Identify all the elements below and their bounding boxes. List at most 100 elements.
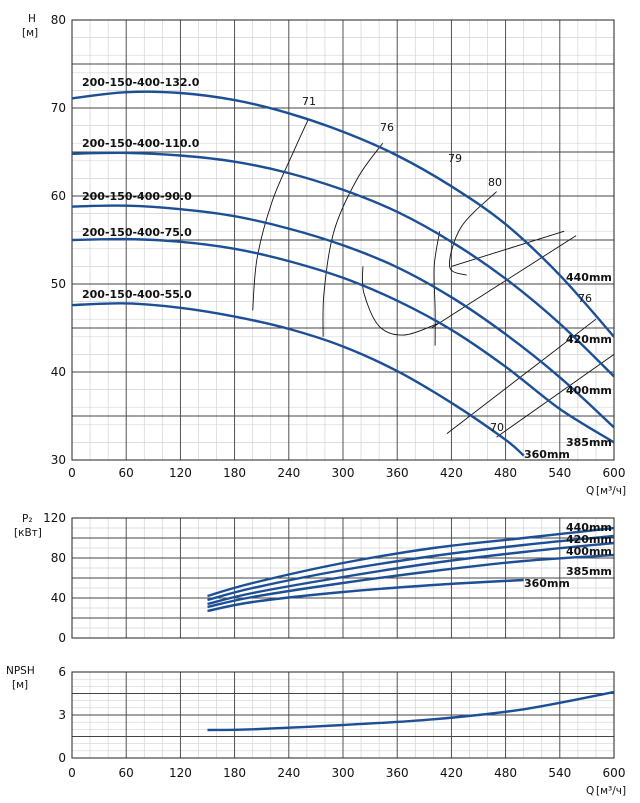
curve-440mm (207, 526, 615, 598)
x-tick-label: 480 (494, 766, 517, 780)
x-tick-label: 120 (169, 466, 192, 480)
efficiency-label-80: 80 (488, 176, 502, 189)
x-tick-label: 420 (440, 466, 463, 480)
curve-200-150-400-75-0 (71, 237, 615, 444)
efficiency-contour-80 (449, 191, 497, 276)
head-panel: H [м] Q [м³/ч] 30 40 50 60 70 80 0 60 120 180 240… (22, 13, 626, 497)
y-tick-label: 40 (51, 365, 66, 379)
curve-200-150-400-90-0 (71, 204, 615, 429)
npsh-y-ticks: 0 3 6 (58, 665, 66, 765)
x-tick-label: 360 (386, 466, 409, 480)
curve-420mm (207, 534, 615, 602)
x-tick-label: 180 (223, 766, 246, 780)
efficiency-contour-segment (446, 318, 597, 434)
efficiency-contour-79 (361, 266, 439, 336)
x-tick-label: 600 (603, 466, 626, 480)
efficiency-label-71: 71 (302, 95, 316, 108)
head-y-ticks: 30 40 50 60 70 80 (51, 13, 66, 467)
y-tick-label: 30 (51, 453, 66, 467)
x-tick-label: 240 (277, 766, 300, 780)
x-tick-label: 180 (223, 466, 246, 480)
npsh-ylabel: NPSH (6, 665, 35, 677)
diameter-label-440: 440mm (566, 271, 612, 284)
npsh-grid (71, 671, 615, 759)
curve-200-150-400-110-0 (71, 151, 615, 378)
curve-200-150-400-55-0 (71, 302, 525, 457)
head-curves (71, 90, 615, 457)
power-curves (207, 526, 615, 613)
power-y-ticks: 0 40 80 120 (43, 511, 66, 645)
diameter-label-400: 400mm (566, 384, 612, 397)
efficiency-label-76-right: 76 (578, 292, 592, 305)
efficiency-contour-segment (451, 230, 565, 267)
y-tick-label: 0 (58, 631, 66, 645)
power-panel: P₂ [кВт] 0 40 80 120 440mm 420mm 400mm 385m… (14, 511, 615, 645)
y-tick-label: 40 (51, 591, 66, 605)
efficiency-label-76: 76 (380, 121, 394, 134)
y-tick-label: 50 (51, 277, 66, 291)
curve-360mm (207, 578, 524, 613)
npsh-yunit: [м] (12, 679, 28, 691)
curve-200-150-400-132-0 (71, 90, 615, 338)
diameter-label-360: 360mm (524, 448, 570, 461)
npsh-panel: NPSH [м] Q [м³/ч] 0 3 6 0 60 120 180 240 300 360… (6, 665, 626, 797)
efficiency-label-70: 70 (490, 421, 504, 434)
power-frame (71, 517, 615, 639)
npsh-x-ticks: 0 60 120 180 240 300 360 420 480 540 600 (68, 766, 625, 780)
head-yunit: [м] (22, 27, 38, 39)
npsh-curves (207, 690, 615, 732)
x-tick-label: 60 (119, 466, 134, 480)
x-tick-label: 360 (386, 766, 409, 780)
x-tick-label: 120 (169, 766, 192, 780)
x-tick-label: 0 (68, 766, 76, 780)
x-tick-label: 540 (548, 466, 571, 480)
y-tick-label: 120 (43, 511, 66, 525)
power-yunit: [кВт] (14, 527, 42, 539)
npsh-xunit: [м³/ч] (596, 785, 626, 797)
model-label-55: 200-150-400-55.0 (82, 288, 192, 301)
npsh-xlabel: Q (586, 785, 594, 797)
model-label-132: 200-150-400-132.0 (82, 76, 200, 89)
power-label-440: 440mm (566, 521, 612, 534)
efficiency-contour-76 (322, 142, 384, 337)
efficiency-label-79: 79 (448, 152, 462, 165)
model-label-90: 200-150-400-90.0 (82, 190, 192, 203)
efficiency-contour-71 (252, 118, 310, 311)
x-tick-label: 420 (440, 766, 463, 780)
y-tick-label: 6 (58, 665, 66, 679)
efficiency-contour-segment (496, 354, 615, 438)
y-tick-label: 70 (51, 101, 66, 115)
diameter-label-420: 420mm (566, 333, 612, 346)
x-tick-label: 300 (332, 466, 355, 480)
curve-NPSH (207, 690, 615, 732)
efficiency-contours (252, 118, 615, 438)
npsh-frame (71, 671, 615, 759)
y-tick-label: 80 (51, 551, 66, 565)
curve-400mm (207, 541, 615, 606)
head-ylabel: H (28, 13, 36, 25)
power-label-400: 400mm (566, 545, 612, 558)
y-tick-label: 3 (58, 708, 66, 722)
y-tick-label: 0 (58, 751, 66, 765)
diameter-label-385: 385mm (566, 436, 612, 449)
y-tick-label: 60 (51, 189, 66, 203)
x-tick-label: 240 (277, 466, 300, 480)
x-tick-label: 540 (548, 766, 571, 780)
head-x-ticks: 0 60 120 180 240 300 360 420 480 540 600 (68, 466, 625, 480)
efficiency-contour-segment (431, 235, 577, 329)
power-ylabel: P₂ (22, 513, 33, 525)
head-xunit: [м³/ч] (596, 485, 626, 497)
power-label-385: 385mm (566, 565, 612, 578)
curve-385mm (207, 553, 615, 609)
power-label-360: 360mm (524, 577, 570, 590)
x-tick-label: 480 (494, 466, 517, 480)
x-tick-label: 60 (119, 766, 134, 780)
power-label-420: 420mm (566, 533, 612, 546)
x-tick-label: 300 (332, 766, 355, 780)
head-grid (71, 19, 615, 461)
x-tick-label: 600 (603, 766, 626, 780)
x-tick-label: 0 (68, 466, 76, 480)
model-label-75: 200-150-400-75.0 (82, 226, 192, 239)
head-xlabel: Q (586, 485, 594, 497)
